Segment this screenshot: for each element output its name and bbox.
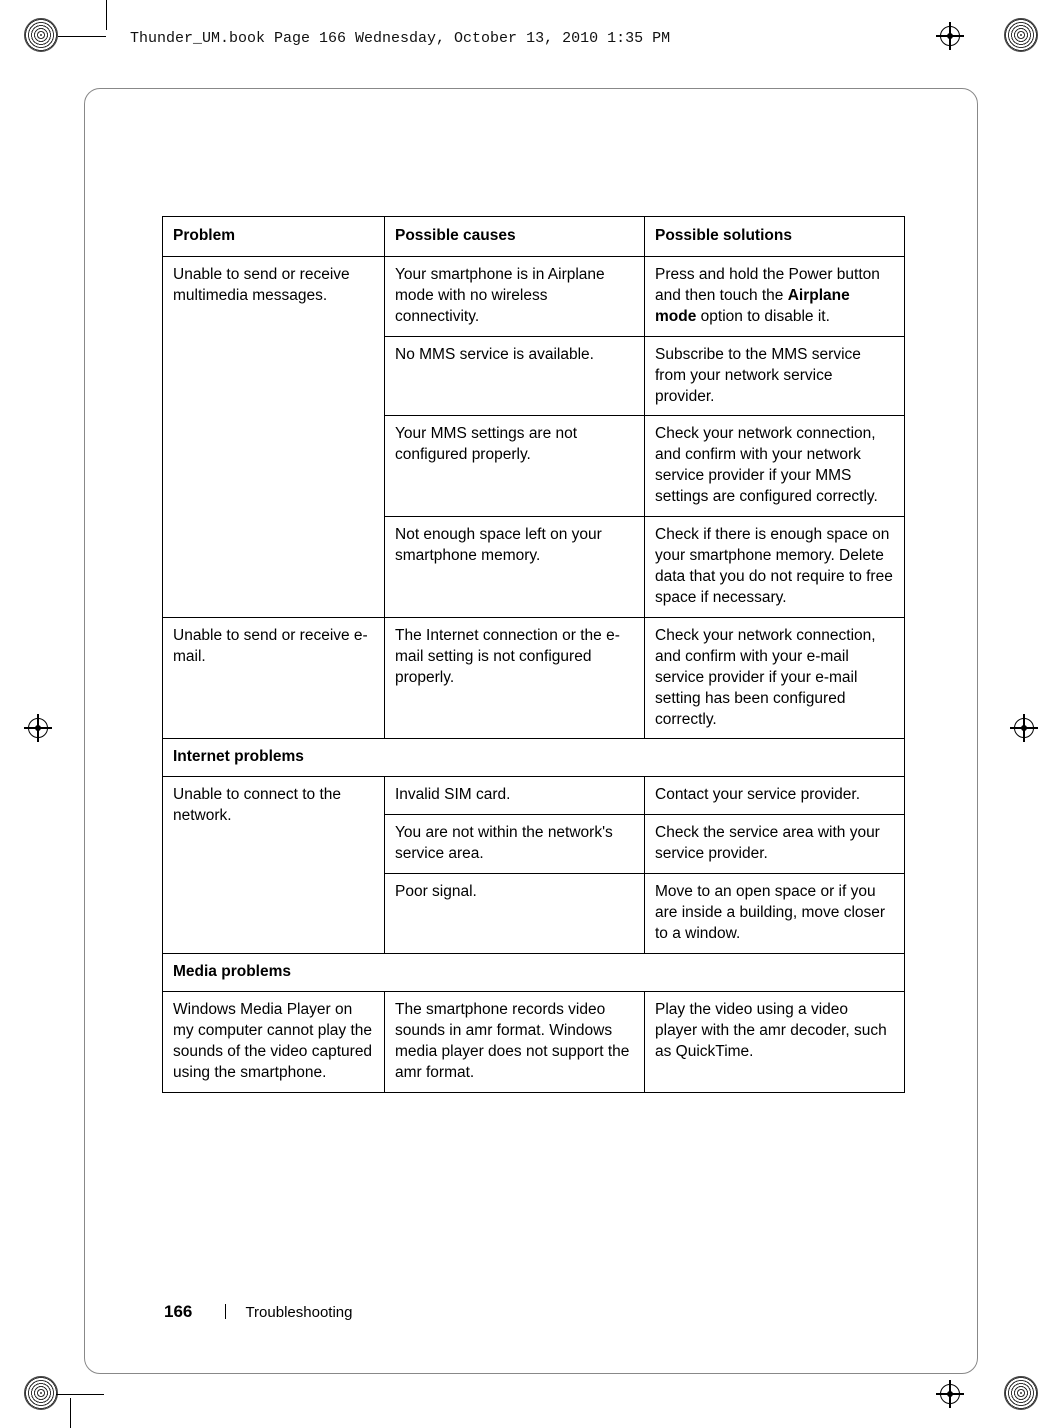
cell-cause: Your smartphone is in Airplane mode with… [385,256,645,336]
cell-cause: Your MMS settings are not configured pro… [385,416,645,517]
table-row: Windows Media Player on my computer cann… [163,991,905,1092]
cell-problem: Windows Media Player on my computer cann… [163,991,385,1092]
running-header: Thunder_UM.book Page 166 Wednesday, Octo… [130,30,670,47]
cell-cause: Poor signal. [385,874,645,954]
cell-cause: No MMS service is available. [385,336,645,416]
crop-mark [58,36,106,37]
table-row: Unable to send or receive e-mail. The In… [163,617,905,739]
registration-mark-left [24,714,52,742]
cell-cause: Not enough space left on your smartphone… [385,517,645,618]
cell-solution: Check the service area with your service… [645,815,905,874]
cell-solution: Contact your service provider. [645,777,905,815]
content-area: Problem Possible causes Possible solutio… [162,216,904,1093]
crop-mark [70,1398,71,1428]
ornament-top-right [1004,18,1038,52]
cell-solution: Move to an open space or if you are insi… [645,874,905,954]
cell-solution: Play the video using a video player with… [645,991,905,1092]
troubleshooting-table: Problem Possible causes Possible solutio… [162,216,905,1093]
ornament-bottom-right [1004,1376,1038,1410]
cell-cause: The smartphone records video sounds in a… [385,991,645,1092]
cell-solution: Check if there is enough space on your s… [645,517,905,618]
table-row: Unable to connect to the network. Invali… [163,777,905,815]
page-footer: 166 Troubleshooting [164,1302,352,1322]
ornament-bottom-left [24,1376,58,1410]
col-problem: Problem [163,217,385,257]
cell-solution: Press and hold the Power button and then… [645,256,905,336]
cell-problem: Unable to connect to the network. [163,777,385,954]
cell-cause: The Internet connection or the e-mail se… [385,617,645,739]
cell-solution: Subscribe to the MMS service from your n… [645,336,905,416]
table-header-row: Problem Possible causes Possible solutio… [163,217,905,257]
col-solutions: Possible solutions [645,217,905,257]
cell-problem: Unable to send or receive multimedia mes… [163,256,385,617]
page-number: 166 [164,1302,192,1321]
table-row: Unable to send or receive multimedia mes… [163,256,905,336]
registration-mark-right [1010,714,1038,742]
footer-separator [225,1304,226,1319]
section-header: Internet problems [163,739,905,777]
section-row: Media problems [163,953,905,991]
section-row: Internet problems [163,739,905,777]
ornament-top-left [24,18,58,52]
section-name: Troubleshooting [245,1304,352,1321]
section-header: Media problems [163,953,905,991]
col-causes: Possible causes [385,217,645,257]
cell-problem: Unable to send or receive e-mail. [163,617,385,739]
cell-cause: Invalid SIM card. [385,777,645,815]
crop-mark [106,0,107,30]
text: option to disable it. [696,308,830,325]
registration-mark-top [936,22,964,50]
cell-cause: You are not within the network's service… [385,815,645,874]
cell-solution: Check your network connection, and confi… [645,617,905,739]
registration-mark-bottom [936,1380,964,1408]
crop-mark [56,1394,104,1395]
cell-solution: Check your network connection, and confi… [645,416,905,517]
